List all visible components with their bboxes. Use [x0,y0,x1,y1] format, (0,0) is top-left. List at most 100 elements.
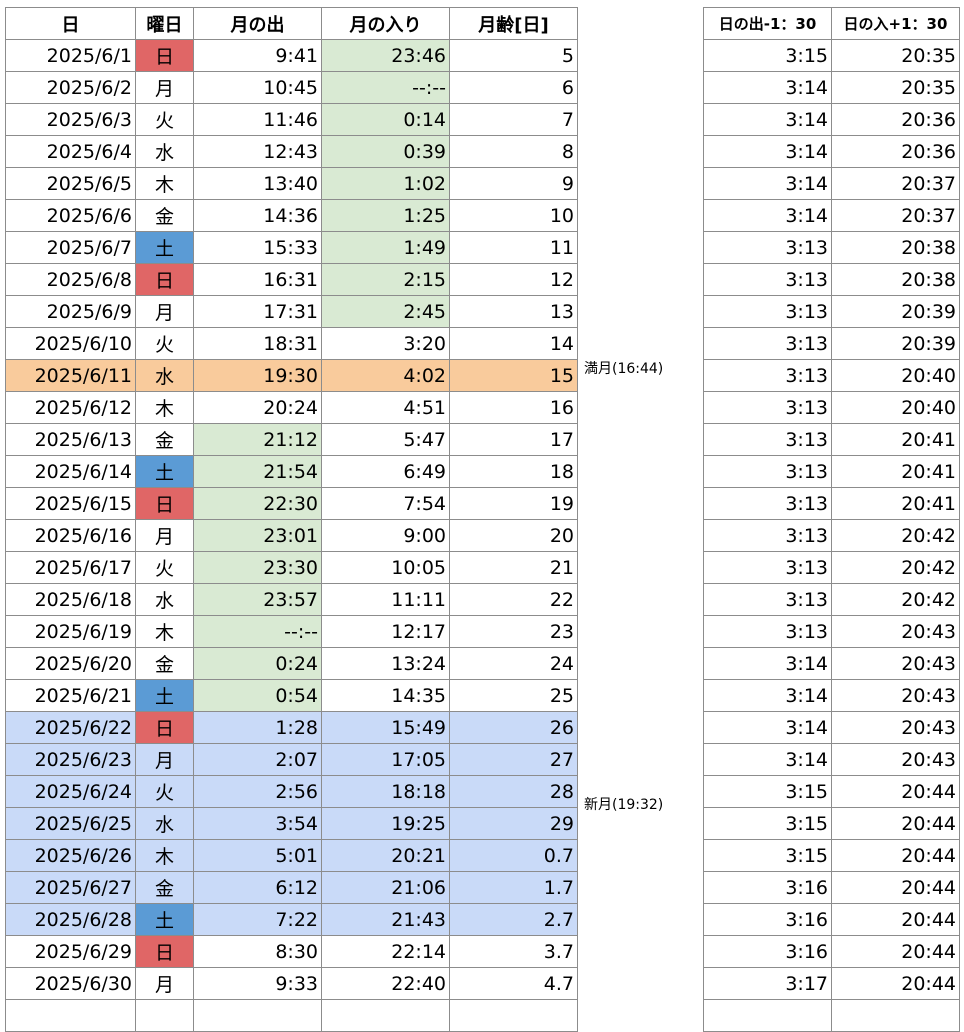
moonset-cell: 23:46 [321,39,450,72]
sunrise-minus-cell: 3:13 [703,615,832,648]
sunset-plus-cell: 20:43 [831,711,960,744]
moonset-cell: 6:49 [321,455,450,488]
table-row: 3:13 20:38 [703,231,960,264]
table-row: 2025/6/11 水 19:30 4:02 15 [5,359,578,392]
moonrise-cell: 21:54 [193,455,322,488]
sunrise-minus-cell: 3:13 [703,295,832,328]
sunrise-minus-cell: 3:14 [703,199,832,232]
moonset-cell: 4:51 [321,391,450,424]
moonrise-cell: 5:01 [193,839,322,872]
table-row: 3:16 20:44 [703,935,960,968]
sunrise-minus-cell: 3:14 [703,103,832,136]
new-moon-note: 新月(19:32) [584,797,664,813]
weekday-cell: 水 [135,583,194,616]
sunrise-minus-cell: 3:16 [703,935,832,968]
sunset-plus-cell: 20:42 [831,519,960,552]
sunrise-minus-cell: 3:14 [703,679,832,712]
moon-age-cell: 5 [449,39,578,72]
moonrise-cell: 17:31 [193,295,322,328]
moonset-cell: 18:18 [321,775,450,808]
moonset-cell: 15:49 [321,711,450,744]
table-row: 3:13 20:41 [703,487,960,520]
header-date: 日 [5,7,136,40]
moonrise-cell: 16:31 [193,263,322,296]
moon-schedule-table: 日 曜日 月の出 月の入り 月齢[日] 2025/6/1 日 9:41 23:46 5 2… [5,7,578,1032]
moon-age-cell: 13 [449,295,578,328]
weekday-cell: 月 [135,519,194,552]
sunset-plus-cell: 20:41 [831,423,960,456]
table-row: 3:14 20:43 [703,647,960,680]
empty-row [5,999,578,1032]
table-row: 2025/6/29 日 8:30 22:14 3.7 [5,935,578,968]
moon-age-cell: 22 [449,583,578,616]
moon-age-cell: 20 [449,519,578,552]
moonrise-cell: 3:54 [193,807,322,840]
moonrise-cell: 22:30 [193,487,322,520]
table-row: 2025/6/30 月 9:33 22:40 4.7 [5,967,578,1000]
moonset-cell: 1:02 [321,167,450,200]
moon-age-cell: 0.7 [449,839,578,872]
sunrise-minus-cell: 3:13 [703,551,832,584]
table-row: 2025/6/1 日 9:41 23:46 5 [5,39,578,72]
sunrise-minus-cell: 3:15 [703,807,832,840]
moon-age-cell: 10 [449,199,578,232]
moon-age-cell: 27 [449,743,578,776]
table-row: 3:13 20:42 [703,583,960,616]
date-cell: 2025/6/30 [5,967,136,1000]
date-cell: 2025/6/11 [5,359,136,392]
moonset-cell: 12:17 [321,615,450,648]
weekday-cell: 金 [135,647,194,680]
moonrise-cell: 10:45 [193,71,322,104]
moon-age-cell: 3.7 [449,935,578,968]
sunrise-minus-cell: 3:16 [703,871,832,904]
table-row: 2025/6/3 火 11:46 0:14 7 [5,103,578,136]
moon-age-cell: 15 [449,359,578,392]
moonset-cell: 4:02 [321,359,450,392]
moonrise-cell: 2:07 [193,743,322,776]
table-row: 2025/6/4 水 12:43 0:39 8 [5,135,578,168]
moon-age-cell: 11 [449,231,578,264]
header-row: 日の出-1：30 日の入+1：30 [703,7,960,40]
sunrise-minus-cell: 3:13 [703,423,832,456]
date-cell: 2025/6/4 [5,135,136,168]
moonrise-cell: 23:57 [193,583,322,616]
empty-cell [135,999,194,1032]
weekday-cell: 火 [135,327,194,360]
moonrise-cell: 2:56 [193,775,322,808]
empty-cell [703,999,832,1032]
table-row: 2025/6/13 金 21:12 5:47 17 [5,423,578,456]
sunset-plus-cell: 20:38 [831,231,960,264]
sunset-plus-cell: 20:44 [831,935,960,968]
sunset-plus-cell: 20:36 [831,103,960,136]
moonset-cell: 20:21 [321,839,450,872]
moon-age-cell: 2.7 [449,903,578,936]
weekday-cell: 月 [135,71,194,104]
empty-cell [831,999,960,1032]
moonset-cell: 2:15 [321,263,450,296]
sunset-plus-cell: 20:36 [831,135,960,168]
date-cell: 2025/6/25 [5,807,136,840]
date-cell: 2025/6/16 [5,519,136,552]
moonset-cell: 1:25 [321,199,450,232]
table-row: 2025/6/28 土 7:22 21:43 2.7 [5,903,578,936]
sunset-plus-cell: 20:42 [831,551,960,584]
date-cell: 2025/6/29 [5,935,136,968]
moonset-cell: 2:45 [321,295,450,328]
empty-row [703,999,960,1032]
date-cell: 2025/6/20 [5,647,136,680]
table-row: 3:14 20:37 [703,199,960,232]
sunrise-minus-cell: 3:15 [703,839,832,872]
weekday-cell: 日 [135,487,194,520]
table-row: 3:14 20:35 [703,71,960,104]
sunset-plus-cell: 20:39 [831,295,960,328]
table-row: 2025/6/2 月 10:45 --:-- 6 [5,71,578,104]
date-cell: 2025/6/18 [5,583,136,616]
moonset-cell: 11:11 [321,583,450,616]
table-row: 3:13 20:39 [703,295,960,328]
table-row: 2025/6/12 木 20:24 4:51 16 [5,391,578,424]
moonset-cell: 0:39 [321,135,450,168]
table-row: 2025/6/8 日 16:31 2:15 12 [5,263,578,296]
header-row: 日 曜日 月の出 月の入り 月齢[日] [5,7,578,40]
moon-age-cell: 7 [449,103,578,136]
table-row: 2025/6/21 土 0:54 14:35 25 [5,679,578,712]
